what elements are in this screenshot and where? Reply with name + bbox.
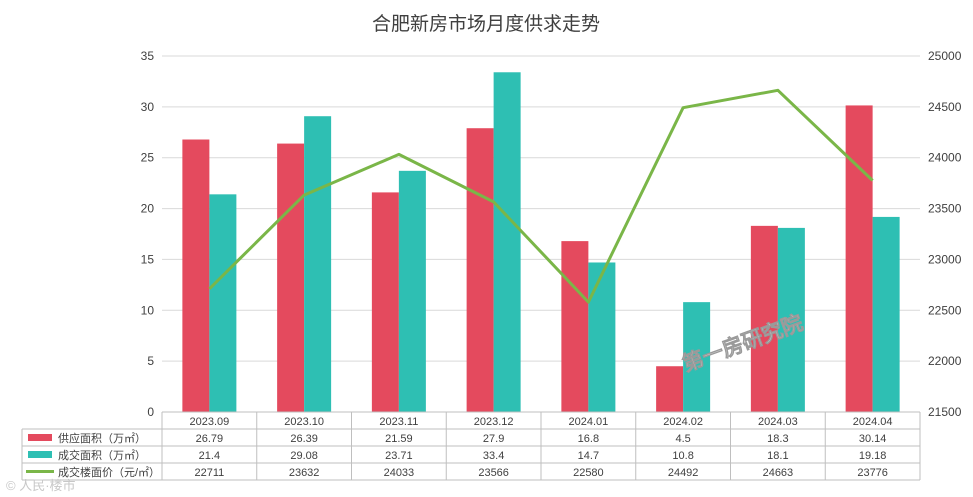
bar-2-6 xyxy=(683,302,711,412)
bar-1-4 xyxy=(466,128,494,412)
table-cell: 19.18 xyxy=(859,450,887,462)
bar-series xyxy=(182,72,900,413)
grid-lines xyxy=(162,55,920,413)
legend-label-2: 成交面积（万㎡） xyxy=(58,448,146,462)
y-right-tick-label: 23000 xyxy=(928,252,962,266)
y-right-tick-label: 22000 xyxy=(928,354,962,368)
table-cell: 27.9 xyxy=(483,433,504,445)
bar-1-3 xyxy=(371,192,399,412)
source-label: © 人民·楼市 xyxy=(6,478,76,493)
legend-swatch-2 xyxy=(28,451,52,458)
bar-1-8 xyxy=(845,105,873,413)
bar-2-5 xyxy=(588,262,616,412)
bar-2-7 xyxy=(777,227,805,412)
table-cell: 33.4 xyxy=(483,450,504,462)
y-right-tick-label: 22500 xyxy=(928,303,962,317)
table-cell: 22580 xyxy=(573,467,604,479)
x-tick-label: 2024.03 xyxy=(758,416,798,428)
x-tick-label: 2024.04 xyxy=(853,416,893,428)
y-right-tick-label: 25000 xyxy=(928,49,962,63)
table-cell: 23.71 xyxy=(385,450,413,462)
table-cell: 22711 xyxy=(194,467,224,479)
table-cell: 18.1 xyxy=(767,450,788,462)
y-left-tick-label: 10 xyxy=(141,303,155,317)
y-left-tick-label: 0 xyxy=(147,405,154,419)
table-cell: 23632 xyxy=(289,467,320,479)
bar-1-1 xyxy=(182,139,210,412)
bar-1-6 xyxy=(656,366,684,412)
table-cell: 30.14 xyxy=(859,433,887,445)
y-left-tick-label: 30 xyxy=(141,100,155,114)
legend-swatch-1 xyxy=(28,434,52,441)
bar-2-3 xyxy=(398,170,426,412)
legend-label-1: 供应面积（万㎡） xyxy=(58,431,146,445)
bar-2-4 xyxy=(493,72,521,412)
bar-2-8 xyxy=(872,216,900,412)
table-cell: 24663 xyxy=(763,467,794,479)
data-table: 2023.09 2023.10 2023.11 2023.12 2024.01 2024.… xyxy=(21,411,921,481)
y-axis-left: 0 5 10 15 20 25 30 35 xyxy=(141,49,155,419)
x-tick-label: 2023.10 xyxy=(284,416,324,428)
x-tick-label: 2023.12 xyxy=(474,416,514,428)
legend-label-3: 成交楼面价（元/㎡） xyxy=(58,465,160,479)
y-right-tick-label: 24000 xyxy=(928,151,962,165)
x-tick-label: 2024.02 xyxy=(663,416,703,428)
table-cell: 23776 xyxy=(857,467,888,479)
table-cell: 23566 xyxy=(478,467,509,479)
table-cell: 29.08 xyxy=(290,450,318,462)
table-cell: 26.79 xyxy=(196,433,224,445)
y-left-tick-label: 15 xyxy=(141,252,155,266)
y-left-tick-label: 5 xyxy=(147,354,154,368)
y-left-tick-label: 20 xyxy=(141,202,155,216)
line-series xyxy=(208,88,874,304)
y-left-tick-label: 25 xyxy=(141,151,155,165)
y-right-tick-label: 21500 xyxy=(928,405,962,419)
bar-1-5 xyxy=(561,241,589,412)
y-axis-right: 21500 22000 22500 23000 23500 24000 24500 25000 xyxy=(928,49,962,419)
table-cell: 16.8 xyxy=(578,433,599,445)
bar-1-7 xyxy=(750,225,778,412)
x-tick-label: 2024.01 xyxy=(568,416,608,428)
bar-2-1 xyxy=(209,194,237,412)
y-right-tick-label: 23500 xyxy=(928,202,962,216)
chart-title: 合肥新房市场月度供求走势 xyxy=(372,13,600,35)
bar-2-2 xyxy=(304,116,332,413)
y-right-tick-label: 24500 xyxy=(928,100,962,114)
table-cell: 21.4 xyxy=(199,450,220,462)
y-left-tick-label: 35 xyxy=(141,49,155,63)
x-tick-label: 2023.11 xyxy=(379,416,418,428)
bar-1-2 xyxy=(277,143,305,413)
x-tick-label: 2023.09 xyxy=(189,416,229,428)
table-cell: 26.39 xyxy=(290,433,318,445)
line-series-price xyxy=(208,88,874,304)
table-cell: 4.5 xyxy=(675,433,690,445)
table-cell: 14.7 xyxy=(578,450,599,462)
table-cell: 18.3 xyxy=(767,433,788,445)
table-cell: 21.59 xyxy=(385,433,413,445)
table-cell: 24033 xyxy=(384,467,415,479)
table-cell: 24492 xyxy=(668,467,699,479)
table-cell: 10.8 xyxy=(672,450,693,462)
